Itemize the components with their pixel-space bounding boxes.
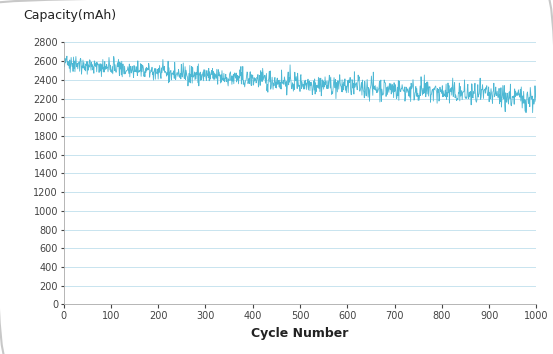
- Text: Capacity(mAh): Capacity(mAh): [23, 8, 117, 22]
- X-axis label: Cycle Number: Cycle Number: [251, 327, 349, 340]
